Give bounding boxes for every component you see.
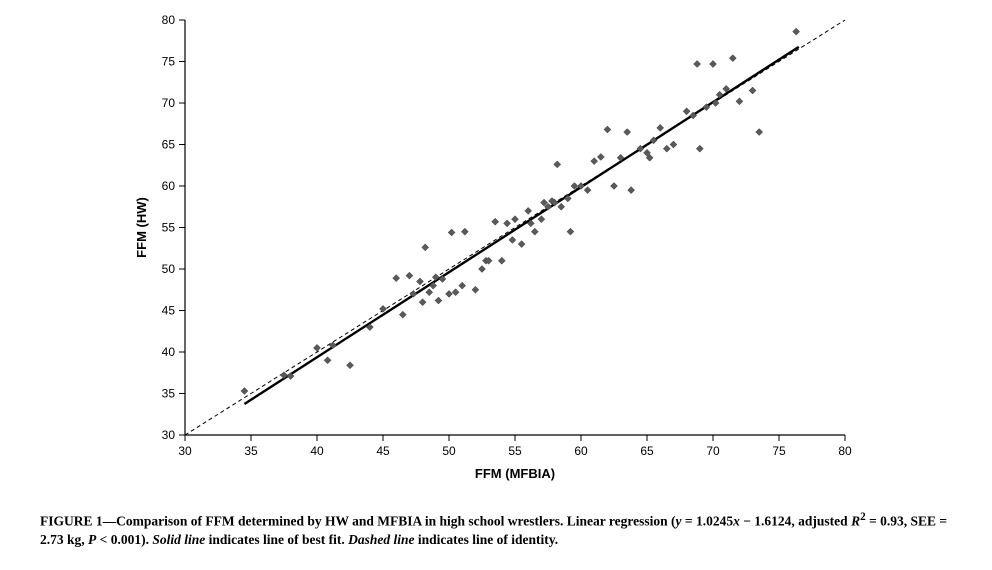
page-root: 30 35 40 45 50 55 60 65 70 75 80 30 35 40 45 50 55 60 65 70… [0, 0, 992, 570]
x-tick-label: 55 [508, 444, 522, 458]
caption-p-rest: < 0.001). [96, 532, 152, 547]
y-axis-label: FFM (HW) [134, 197, 149, 258]
caption-dashed-rest: indicates line of identity. [415, 532, 559, 547]
y-tick-label: 70 [162, 96, 176, 110]
x-tick-label: 30 [178, 444, 192, 458]
caption-solid-rest: indicates line of best fit. [205, 532, 348, 547]
y-tick-label: 55 [162, 221, 176, 235]
y-tick-label: 65 [162, 138, 176, 152]
caption-lead: FIGURE 1—Comparison of FFM determined by… [40, 514, 676, 529]
x-tick-label: 40 [310, 444, 324, 458]
x-tick-label: 60 [574, 444, 588, 458]
caption-eq-x: x [733, 514, 740, 529]
y-tick-label: 45 [162, 304, 176, 318]
caption-eq-mid2: − 1.6124, adjusted [740, 514, 851, 529]
figure-caption: FIGURE 1—Comparison of FFM determined by… [40, 510, 952, 549]
plot-bg [130, 10, 860, 490]
y-tick-label: 40 [162, 345, 176, 359]
x-tick-label: 80 [838, 444, 852, 458]
caption-dashed: Dashed line [348, 532, 414, 547]
x-tick-label: 65 [640, 444, 654, 458]
y-tick-label: 80 [162, 13, 176, 27]
x-tick-label: 50 [442, 444, 456, 458]
y-tick-label: 75 [162, 55, 176, 69]
x-tick-label: 45 [376, 444, 390, 458]
caption-solid: Solid line [152, 532, 205, 547]
x-tick-label: 70 [706, 444, 720, 458]
caption-eq-mid1: = 1.0245 [682, 514, 734, 529]
scatter-chart: 30 35 40 45 50 55 60 65 70 75 80 30 35 40 45 50 55 60 65 70… [130, 10, 860, 490]
y-tick-label: 35 [162, 387, 176, 401]
y-tick-label: 60 [162, 179, 176, 193]
y-tick-label: 50 [162, 262, 176, 276]
x-tick-label: 75 [772, 444, 786, 458]
caption-r2-R: R [851, 514, 860, 529]
x-tick-label: 35 [244, 444, 258, 458]
x-axis-label: FFM (MFBIA) [475, 466, 555, 481]
y-tick-label: 30 [162, 428, 176, 442]
